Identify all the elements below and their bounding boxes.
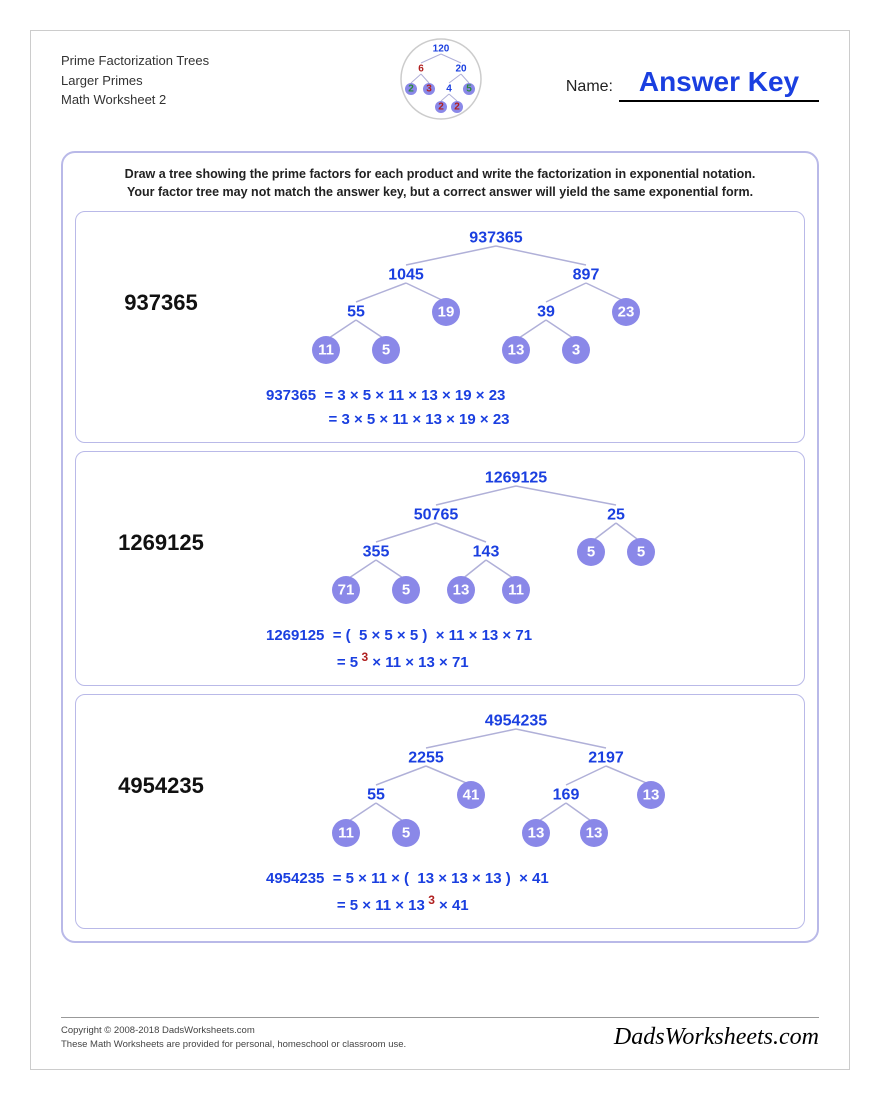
factorization-equation: 937365 = 3 × 5 × 11 × 13 × 19 × 23 = 3 ×…: [236, 384, 794, 432]
svg-text:143: 143: [473, 544, 500, 561]
problem-1: 937365937365104589755193923115133937365 …: [75, 211, 805, 443]
problem-number: 937365: [86, 220, 236, 316]
svg-text:5: 5: [402, 825, 410, 842]
factor-tree: 1269125 50765 25 355 143 5 5 71 5 13 11: [236, 460, 756, 620]
svg-text:1269125: 1269125: [485, 470, 547, 487]
svg-text:11: 11: [508, 582, 524, 599]
problem-number: 1269125: [86, 460, 236, 556]
svg-text:5: 5: [402, 582, 410, 599]
svg-text:1045: 1045: [388, 267, 424, 284]
worksheet-meta: Prime Factorization Trees Larger Primes …: [61, 51, 209, 110]
svg-text:50765: 50765: [414, 507, 459, 524]
svg-text:55: 55: [347, 304, 365, 321]
svg-text:937365: 937365: [469, 230, 522, 247]
svg-text:2: 2: [438, 102, 444, 113]
meta-line-3: Math Worksheet 2: [61, 90, 209, 110]
problem-3: 4954235495423522552197554116913115131349…: [75, 694, 805, 929]
svg-text:169: 169: [553, 787, 580, 804]
svg-text:13: 13: [528, 825, 545, 842]
svg-text:55: 55: [367, 787, 385, 804]
footer-note: These Math Worksheets are provided for p…: [61, 1038, 406, 1051]
svg-text:6: 6: [418, 64, 424, 75]
svg-text:39: 39: [537, 304, 555, 321]
svg-text:13: 13: [586, 825, 603, 842]
svg-text:2255: 2255: [408, 750, 444, 767]
svg-text:13: 13: [453, 582, 470, 599]
logo-tree-icon: 120620234522: [391, 37, 491, 137]
worksheet-page: Prime Factorization Trees Larger Primes …: [30, 30, 850, 1070]
name-field: Name: Answer Key: [566, 66, 819, 102]
svg-text:2: 2: [454, 102, 460, 113]
factor-tree: 4954235 2255 2197 55 41 169 13 11 5 13 13: [236, 703, 756, 863]
svg-text:5: 5: [637, 544, 645, 561]
svg-text:11: 11: [338, 825, 354, 842]
problem-list: 937365937365104589755193923115133937365 …: [75, 211, 805, 929]
svg-text:4: 4: [446, 84, 452, 95]
factor-tree: 937365 1045 897 55 19 39 23 11 5 13 3: [236, 220, 756, 380]
svg-text:20: 20: [455, 64, 467, 75]
svg-text:71: 71: [338, 582, 355, 599]
svg-text:120: 120: [433, 44, 450, 55]
svg-text:5: 5: [587, 544, 595, 561]
svg-text:11: 11: [318, 342, 334, 359]
svg-text:897: 897: [573, 267, 600, 284]
problem-2: 1269125126912550765253551435571513111269…: [75, 451, 805, 686]
answer-key-text: Answer Key: [619, 66, 819, 102]
instructions-text: Draw a tree showing the prime factors fo…: [75, 165, 805, 201]
svg-text:23: 23: [618, 304, 635, 321]
svg-text:355: 355: [363, 544, 390, 561]
svg-text:4954235: 4954235: [485, 713, 547, 730]
brand-logo: DadsWorksheets.com: [614, 1024, 819, 1051]
meta-line-1: Prime Factorization Trees: [61, 51, 209, 71]
name-label: Name:: [566, 78, 613, 96]
svg-text:2: 2: [408, 84, 414, 95]
header: Prime Factorization Trees Larger Primes …: [31, 31, 849, 141]
factorization-equation: 1269125 = ( 5 × 5 × 5 ) × 11 × 13 × 71 =…: [236, 624, 794, 675]
svg-text:13: 13: [508, 342, 525, 359]
svg-text:13: 13: [643, 787, 660, 804]
problem-number: 4954235: [86, 703, 236, 799]
footer-text: Copyright © 2008-2018 DadsWorksheets.com…: [61, 1024, 406, 1051]
copyright: Copyright © 2008-2018 DadsWorksheets.com: [61, 1024, 406, 1037]
content-panel: Draw a tree showing the prime factors fo…: [61, 151, 819, 943]
factorization-equation: 4954235 = 5 × 11 × ( 13 × 13 × 13 ) × 41…: [236, 867, 794, 918]
meta-line-2: Larger Primes: [61, 71, 209, 91]
svg-text:2197: 2197: [588, 750, 624, 767]
svg-text:3: 3: [426, 84, 432, 95]
svg-text:41: 41: [463, 787, 480, 804]
svg-text:19: 19: [438, 304, 455, 321]
svg-text:25: 25: [607, 507, 625, 524]
svg-text:5: 5: [382, 342, 390, 359]
svg-text:3: 3: [572, 342, 580, 359]
footer: Copyright © 2008-2018 DadsWorksheets.com…: [61, 1017, 819, 1051]
svg-text:5: 5: [466, 84, 472, 95]
